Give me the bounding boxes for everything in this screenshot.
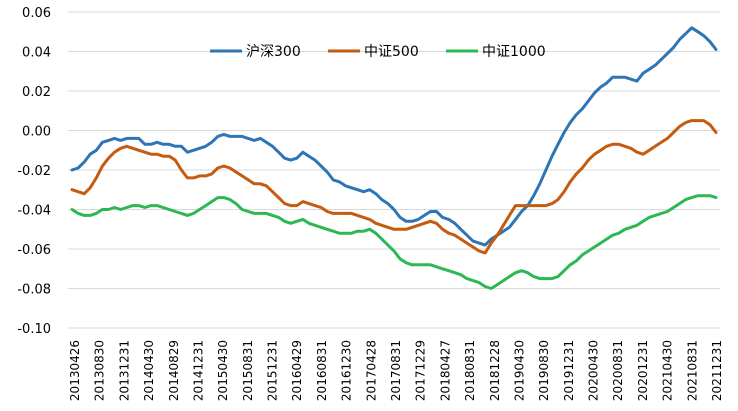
x-tick-label: 20160831 [315, 340, 329, 401]
x-tick-label: 20130426 [68, 340, 82, 401]
y-tick-label: -0.02 [17, 164, 51, 179]
x-tick-label: 20210430 [661, 340, 675, 401]
x-tick-label: 20180427 [438, 340, 452, 401]
series-line-2 [70, 194, 718, 290]
legend-label-1: 中证500 [364, 44, 419, 60]
series-layer [70, 26, 718, 290]
x-tick-label: 20140829 [167, 340, 181, 401]
series-line-1 [70, 119, 718, 255]
legend: 沪深300 中证500 中证1000 [210, 44, 546, 60]
y-tick-label: 0.00 [22, 125, 51, 140]
x-tick-label: 20200831 [611, 340, 625, 401]
x-tick-label: 20211231 [710, 340, 724, 401]
y-tick-label: -0.08 [17, 283, 51, 298]
x-tick-label: 20161230 [340, 340, 354, 401]
axis-layer: 0.06 0.04 0.02 0.00 -0.02 -0.04 -0.06 -0.08 -0.1… [17, 6, 724, 401]
x-tick-label: 20181228 [488, 340, 502, 401]
x-tick-label: 20210831 [685, 340, 699, 401]
x-tick-label: 20160429 [290, 340, 304, 401]
y-tick-label: -0.04 [17, 204, 51, 219]
x-tick-label: 20170428 [364, 340, 378, 401]
x-tick-label: 20140430 [142, 340, 156, 401]
x-tick-label: 20170831 [389, 340, 403, 401]
x-tick-label: 20130830 [93, 340, 107, 401]
y-tick-label: 0.06 [22, 6, 51, 21]
x-tick-label: 20201231 [636, 340, 650, 401]
y-tick-label: -0.06 [17, 243, 51, 258]
y-tick-label: -0.10 [17, 322, 51, 337]
x-tick-label: 20131231 [117, 340, 131, 401]
x-tick-label: 20180831 [463, 340, 477, 401]
x-tick-label: 20190430 [512, 340, 526, 401]
x-tick-label: 20141231 [191, 340, 205, 401]
x-tick-label: 20151231 [266, 340, 280, 401]
x-tick-label: 20171229 [414, 340, 428, 401]
x-tick-label: 20150831 [241, 340, 255, 401]
x-tick-label: 20200430 [587, 340, 601, 401]
series-line-0 [70, 26, 718, 247]
legend-label-2: 中证1000 [482, 44, 546, 60]
x-tick-label: 20191231 [562, 340, 576, 401]
legend-label-0: 沪深300 [246, 44, 301, 60]
x-tick-label: 20150430 [216, 340, 230, 401]
y-tick-label: 0.02 [22, 85, 51, 100]
x-tick-label: 20190830 [537, 340, 551, 401]
y-tick-label: 0.04 [22, 46, 51, 61]
